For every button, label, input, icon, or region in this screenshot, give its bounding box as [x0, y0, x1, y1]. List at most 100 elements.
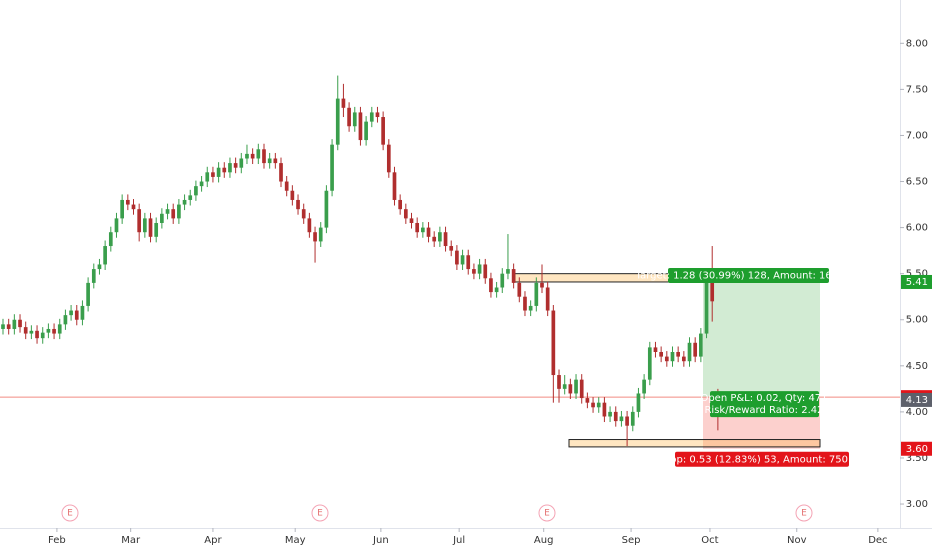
candle-body — [511, 269, 516, 283]
candle-body — [403, 209, 408, 219]
candle-body — [647, 347, 652, 380]
candle-body — [596, 402, 601, 408]
candle-body — [137, 209, 142, 233]
candle-body — [483, 264, 488, 279]
price-label-box — [901, 441, 932, 456]
candle-body — [40, 332, 45, 339]
candle-body — [216, 167, 221, 177]
candle-body — [670, 352, 675, 362]
candle-body — [506, 269, 510, 274]
candle-body — [199, 181, 204, 187]
candle-body — [545, 287, 550, 311]
candle-body — [517, 282, 522, 297]
candle-body — [335, 98, 340, 145]
candle-body — [97, 264, 102, 270]
earnings-marker — [311, 504, 329, 522]
candle-body — [710, 278, 715, 302]
candle-body — [364, 121, 368, 141]
candle-body — [262, 149, 266, 164]
candle-body — [171, 209, 176, 219]
candle-body — [398, 199, 403, 210]
y-tick-label: 7.00 — [906, 130, 928, 141]
candle-body — [182, 199, 187, 205]
candle-body — [415, 222, 420, 233]
x-tick-label: May — [285, 535, 306, 546]
candle-body — [381, 117, 385, 145]
candle-body — [642, 379, 646, 394]
y-tick-label: 4.50 — [906, 361, 928, 372]
candle-body — [602, 402, 607, 417]
candle-body — [324, 190, 329, 228]
candle-body — [369, 112, 374, 122]
candle-body — [562, 384, 567, 389]
candle-body — [625, 416, 629, 426]
y-tick-label: 8.00 — [906, 38, 928, 49]
x-tick-label: Feb — [48, 535, 66, 546]
candle-body — [29, 330, 34, 334]
candle-body — [211, 172, 215, 177]
candle-body — [676, 352, 681, 357]
pnl-label: Open P&L: 0.02, Qty: 471 — [700, 393, 827, 404]
candle-body — [91, 269, 96, 283]
x-tick-label: Mar — [121, 535, 141, 546]
candle-body — [313, 232, 317, 242]
candle-body — [63, 315, 68, 325]
x-tick-label: Oct — [701, 535, 718, 546]
candle-body — [426, 227, 431, 237]
candle-body — [131, 204, 136, 210]
candle-body — [143, 218, 147, 233]
candle-body — [699, 333, 703, 357]
candle-body — [69, 310, 73, 316]
candle-body — [449, 246, 454, 251]
candle-body — [472, 269, 476, 274]
candle-body — [188, 195, 193, 200]
candle-body — [659, 352, 663, 357]
candle-body — [86, 282, 90, 306]
candle-body — [528, 305, 533, 311]
candle-body — [108, 232, 113, 247]
candle-body — [409, 218, 414, 223]
candle-body — [222, 167, 227, 173]
earnings-label: E — [801, 509, 807, 519]
candle-body — [250, 153, 255, 159]
candle-body — [608, 411, 612, 417]
candle-body — [613, 411, 618, 422]
y-tick-label: 6.00 — [906, 223, 928, 234]
candle-body — [386, 144, 391, 173]
price-label-box — [901, 392, 932, 407]
candle-body — [35, 330, 39, 339]
x-tick-label: Aug — [534, 535, 554, 546]
x-tick-label: Sep — [622, 535, 641, 546]
candle-body — [540, 282, 544, 288]
sr-zone — [568, 439, 821, 448]
candle-body — [46, 328, 51, 333]
candle-body — [619, 416, 624, 422]
candle-body — [205, 172, 210, 182]
candle-body — [103, 246, 107, 265]
candle-body — [148, 218, 153, 237]
candle-body — [653, 347, 658, 352]
y-tick-label: 5.00 — [906, 315, 928, 326]
candle-body — [579, 379, 584, 399]
candle-body — [636, 393, 641, 412]
candle-body — [12, 319, 17, 329]
y-tick-label: 5.50 — [906, 269, 928, 280]
candle-body — [557, 375, 561, 389]
price-label: 3.60 — [906, 444, 928, 455]
pnl-label-box — [710, 391, 819, 418]
candle-body — [443, 232, 448, 247]
candle-body — [432, 236, 437, 242]
candle-body — [330, 144, 334, 191]
candle-body — [290, 190, 295, 200]
price-label: 5.41 — [906, 277, 928, 288]
candle-body — [125, 199, 130, 205]
candle-body — [568, 384, 573, 394]
earnings-label: E — [67, 509, 73, 519]
candle-body — [74, 310, 79, 320]
rr-label: Risk/Reward Ratio: 2.42 — [704, 405, 823, 416]
candle-body — [177, 204, 181, 219]
candle-body — [52, 328, 56, 334]
candle-body — [687, 342, 692, 362]
stop-label-box — [675, 451, 849, 467]
